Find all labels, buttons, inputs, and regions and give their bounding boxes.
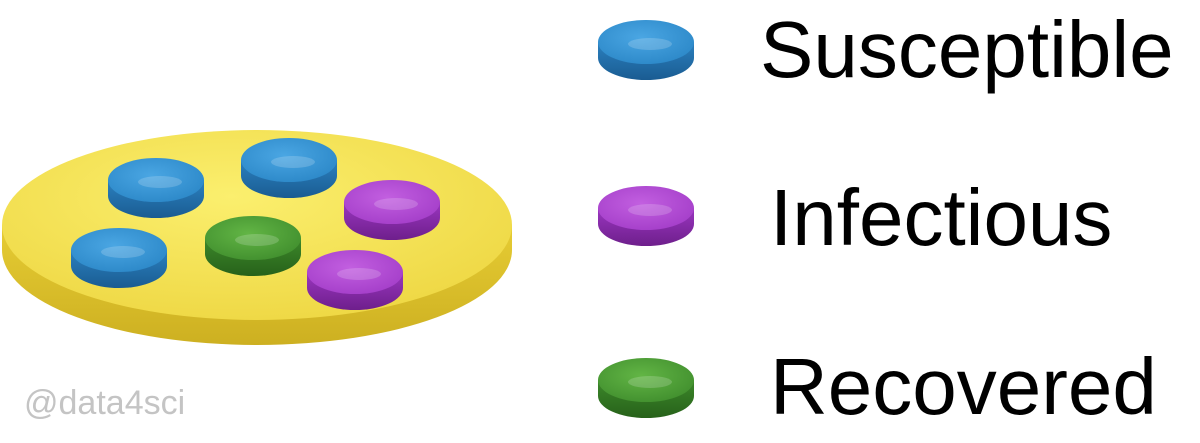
legend-label-recovered: Recovered [770, 342, 1157, 431]
green-disc-icon [205, 216, 301, 276]
legend-item-recovered: Recovered [598, 342, 1157, 431]
purple-disc-icon [598, 186, 694, 246]
blue-disc-icon [241, 138, 337, 198]
legend-label-infectious: Infectious [770, 173, 1112, 262]
blue-disc-icon [598, 20, 694, 80]
blue-disc-icon [108, 158, 204, 218]
watermark-text: @data4sci [24, 384, 185, 422]
purple-disc-icon [344, 180, 440, 240]
legend-label-susceptible: Susceptible [760, 5, 1174, 94]
legend-item-infectious: Infectious [598, 173, 1112, 262]
blue-disc-icon [71, 228, 167, 288]
green-disc-icon [598, 358, 694, 418]
purple-disc-icon [307, 250, 403, 310]
legend-item-susceptible: Susceptible [598, 5, 1174, 94]
legend: Susceptible Infectious Recovered [598, 5, 1174, 431]
